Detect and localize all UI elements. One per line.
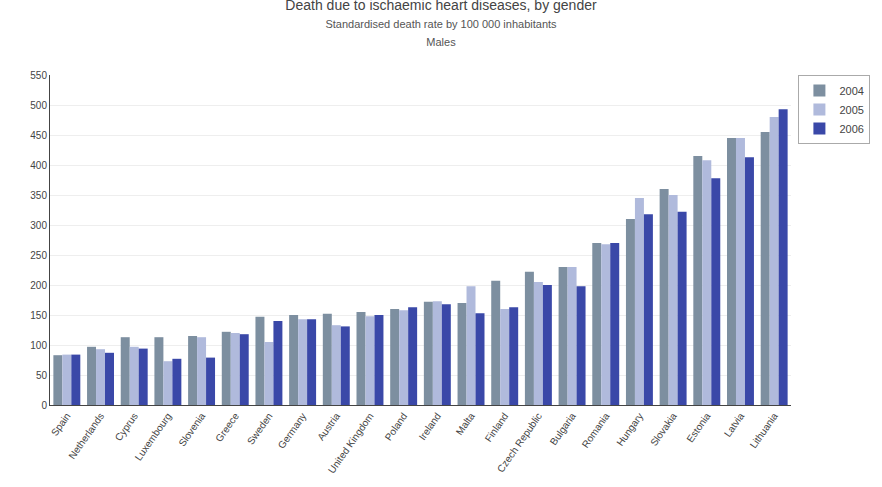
- svg-text:500: 500: [30, 100, 47, 111]
- svg-text:2006: 2006: [839, 123, 863, 135]
- svg-text:300: 300: [30, 220, 47, 231]
- svg-text:Lithuania: Lithuania: [748, 410, 781, 450]
- svg-text:0: 0: [41, 400, 47, 411]
- svg-text:2005: 2005: [839, 104, 863, 116]
- svg-text:Netherlands: Netherlands: [66, 411, 106, 461]
- svg-text:Slovakia: Slovakia: [648, 410, 679, 448]
- svg-text:Slovenia: Slovenia: [176, 410, 207, 448]
- svg-text:Death due to ischaemic heart d: Death due to ischaemic heart diseases, b…: [285, 0, 597, 48]
- svg-text:Poland: Poland: [383, 411, 410, 443]
- svg-text:Bulgaria: Bulgaria: [548, 410, 578, 447]
- svg-text:Czech Republic: Czech Republic: [495, 411, 544, 475]
- svg-text:350: 350: [30, 190, 47, 201]
- svg-text:Finland: Finland: [483, 411, 511, 444]
- svg-text:United Kingdom: United Kingdom: [326, 411, 376, 476]
- svg-text:550: 550: [30, 70, 47, 81]
- svg-text:400: 400: [30, 160, 47, 171]
- svg-text:250: 250: [30, 250, 47, 261]
- svg-text:50: 50: [36, 370, 48, 381]
- svg-text:Estonia: Estonia: [684, 410, 712, 444]
- svg-text:100: 100: [30, 340, 47, 351]
- svg-text:200: 200: [30, 280, 47, 291]
- svg-text:Latvia: Latvia: [722, 410, 747, 439]
- svg-text:450: 450: [30, 130, 47, 141]
- svg-text:Austria: Austria: [315, 410, 342, 442]
- svg-text:150: 150: [30, 310, 47, 321]
- svg-text:Germany: Germany: [276, 411, 309, 451]
- svg-text:Malta: Malta: [454, 410, 477, 437]
- svg-text:Cyprus: Cyprus: [113, 411, 140, 443]
- svg-text:Ireland: Ireland: [417, 411, 444, 442]
- svg-text:Luxembourg: Luxembourg: [133, 411, 174, 463]
- svg-text:Spain: Spain: [49, 411, 73, 438]
- svg-text:2004: 2004: [839, 85, 863, 97]
- svg-text:Romania: Romania: [580, 410, 612, 449]
- svg-text:Sweden: Sweden: [245, 411, 275, 447]
- svg-text:Hungary: Hungary: [614, 411, 645, 448]
- svg-text:Greece: Greece: [213, 410, 241, 444]
